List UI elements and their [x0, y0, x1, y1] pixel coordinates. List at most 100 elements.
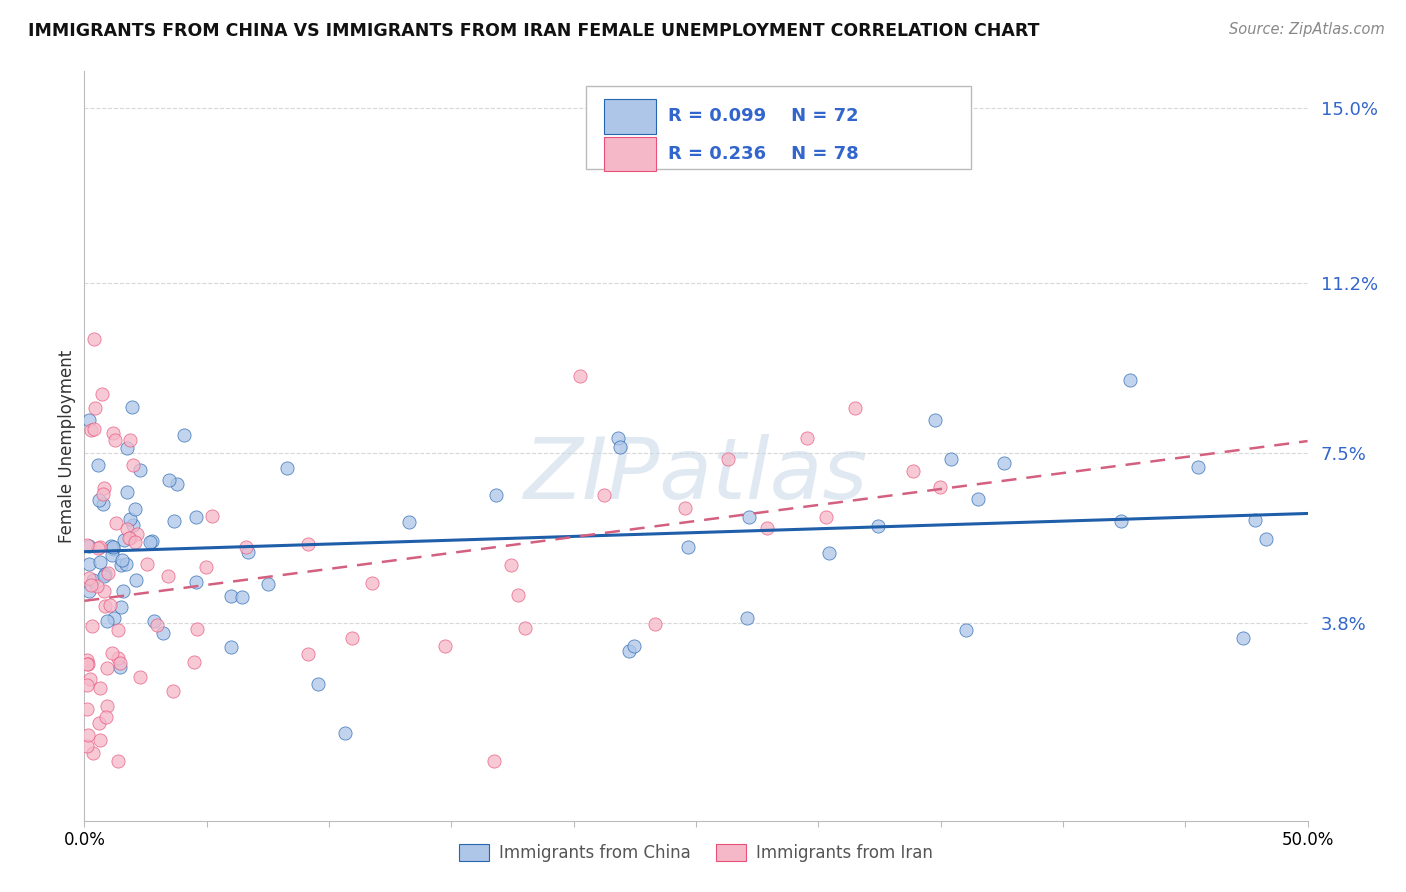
Point	[433, 640, 456, 654]
Point	[77, 557, 100, 571]
Point	[77, 728, 100, 742]
Point	[87, 493, 110, 508]
Point	[77, 657, 100, 671]
Point	[361, 576, 384, 591]
Point	[607, 431, 630, 445]
Point	[80, 578, 103, 592]
Text: Source: ZipAtlas.com: Source: ZipAtlas.com	[1229, 22, 1385, 37]
Point	[77, 413, 100, 427]
Point	[82, 574, 104, 588]
Point	[307, 676, 329, 690]
Point	[152, 625, 174, 640]
Point	[124, 535, 146, 549]
Point	[107, 623, 129, 637]
Point	[1187, 459, 1209, 474]
Point	[97, 566, 120, 581]
Point	[79, 672, 101, 686]
FancyBboxPatch shape	[586, 87, 972, 169]
Point	[79, 423, 101, 437]
Point	[83, 401, 105, 415]
Point	[796, 431, 818, 445]
Point	[117, 522, 139, 536]
Point	[173, 428, 195, 442]
Point	[619, 644, 641, 658]
Point	[1244, 512, 1267, 526]
Point	[340, 631, 363, 645]
Point	[89, 541, 111, 555]
Point	[101, 646, 124, 660]
Point	[163, 514, 186, 528]
Point	[93, 497, 115, 511]
Point	[93, 486, 115, 500]
Point	[644, 617, 666, 632]
Point	[101, 540, 124, 554]
Point	[121, 458, 143, 472]
Point	[201, 509, 224, 524]
Point	[235, 540, 257, 554]
Point	[297, 537, 319, 551]
Point	[593, 488, 616, 502]
Point	[91, 387, 114, 401]
Y-axis label: Female Unemployment: Female Unemployment	[58, 350, 76, 542]
Point	[115, 441, 138, 455]
Point	[76, 678, 98, 692]
Point	[118, 531, 141, 545]
Point	[76, 739, 98, 754]
Point	[166, 477, 188, 491]
Point	[110, 558, 132, 572]
Point	[76, 657, 98, 672]
Point	[89, 555, 111, 569]
Point	[101, 426, 124, 441]
Point	[219, 640, 242, 654]
Point	[506, 588, 529, 602]
Point	[96, 699, 118, 714]
Point	[818, 546, 841, 560]
Text: R = 0.099    N = 72: R = 0.099 N = 72	[668, 107, 859, 125]
Point	[82, 747, 104, 761]
Point	[157, 473, 180, 487]
Point	[297, 648, 319, 662]
Point	[124, 502, 146, 516]
Point	[108, 656, 131, 670]
Point	[104, 433, 127, 447]
Point	[125, 574, 148, 588]
Point	[110, 599, 132, 614]
Point	[122, 518, 145, 533]
Point	[162, 683, 184, 698]
Point	[76, 538, 98, 552]
Point	[77, 539, 100, 553]
Point	[756, 521, 779, 535]
Point	[717, 451, 740, 466]
Point	[1232, 632, 1254, 646]
Point	[87, 716, 110, 731]
Point	[121, 400, 143, 414]
Point	[231, 590, 253, 604]
Point	[136, 557, 159, 571]
Point	[335, 726, 357, 740]
Point	[83, 422, 105, 436]
Point	[928, 480, 950, 494]
Point	[89, 681, 111, 695]
Text: ZIPatlas: ZIPatlas	[524, 434, 868, 517]
Point	[120, 433, 142, 447]
Point	[967, 491, 990, 506]
Point	[79, 571, 101, 585]
Text: R = 0.236    N = 78: R = 0.236 N = 78	[668, 145, 859, 162]
Point	[98, 598, 121, 612]
Point	[93, 481, 115, 495]
Point	[112, 533, 135, 547]
Point	[139, 534, 162, 549]
Point	[1256, 532, 1278, 546]
Point	[194, 560, 217, 574]
Point	[115, 485, 138, 500]
Point	[142, 614, 165, 628]
Point	[499, 558, 522, 572]
Point	[93, 568, 115, 582]
Point	[924, 413, 946, 427]
Point	[76, 702, 98, 716]
Point	[107, 651, 129, 665]
Point	[146, 617, 169, 632]
Point	[129, 463, 152, 477]
Point	[114, 557, 136, 571]
Point	[76, 653, 98, 667]
